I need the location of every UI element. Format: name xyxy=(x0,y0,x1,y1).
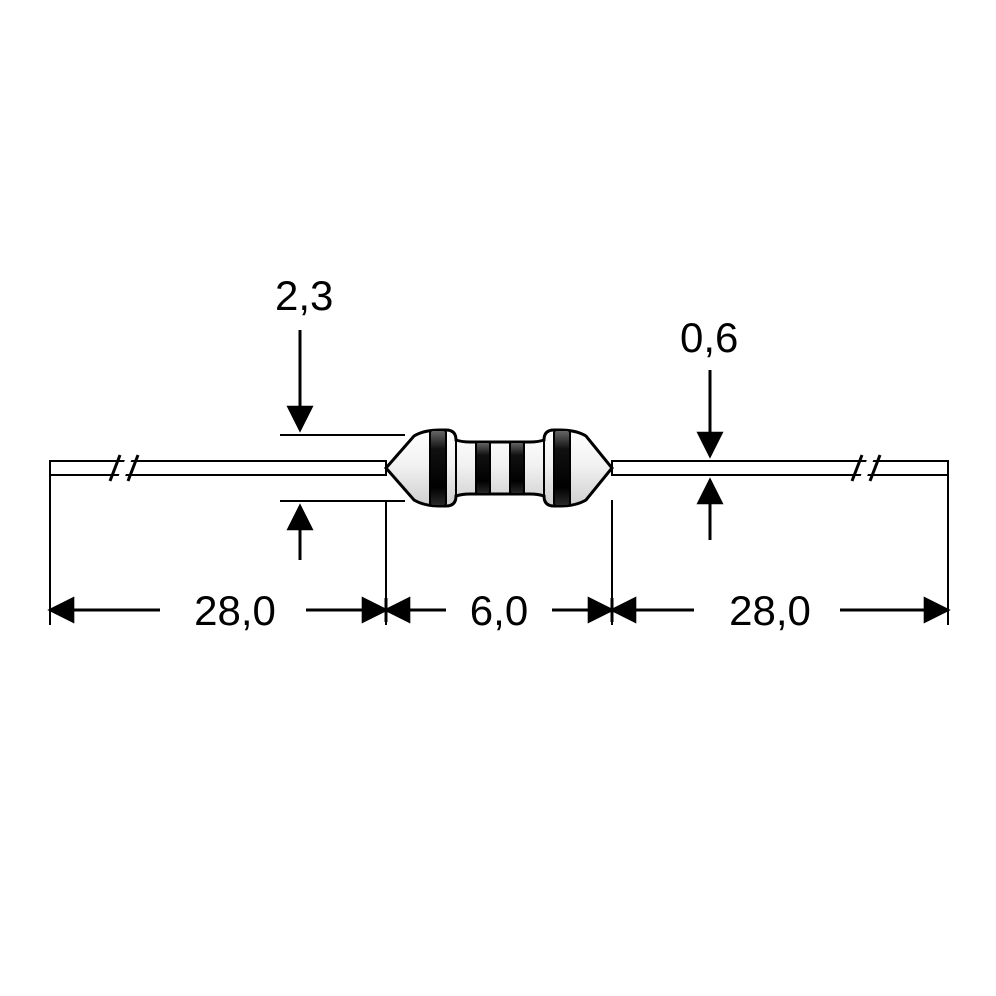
lead-right xyxy=(612,455,948,481)
lead-left xyxy=(50,455,386,481)
resistor-band-2 xyxy=(476,442,490,494)
resistor-band-4 xyxy=(554,430,570,506)
resistor-band-1 xyxy=(430,430,446,506)
dim-lead-right: 28,0 xyxy=(729,587,811,634)
dim-lead-diameter: 0,6 xyxy=(680,314,738,361)
dim-body-diameter: 2,3 xyxy=(275,272,333,319)
dim-body-length: 6,0 xyxy=(470,587,528,634)
resistor-band-3 xyxy=(510,442,524,494)
resistor-diagram: 28,0 6,0 28,0 2,3 0,6 xyxy=(0,0,996,996)
dim-lead-left: 28,0 xyxy=(194,587,276,634)
resistor-body xyxy=(386,430,612,506)
